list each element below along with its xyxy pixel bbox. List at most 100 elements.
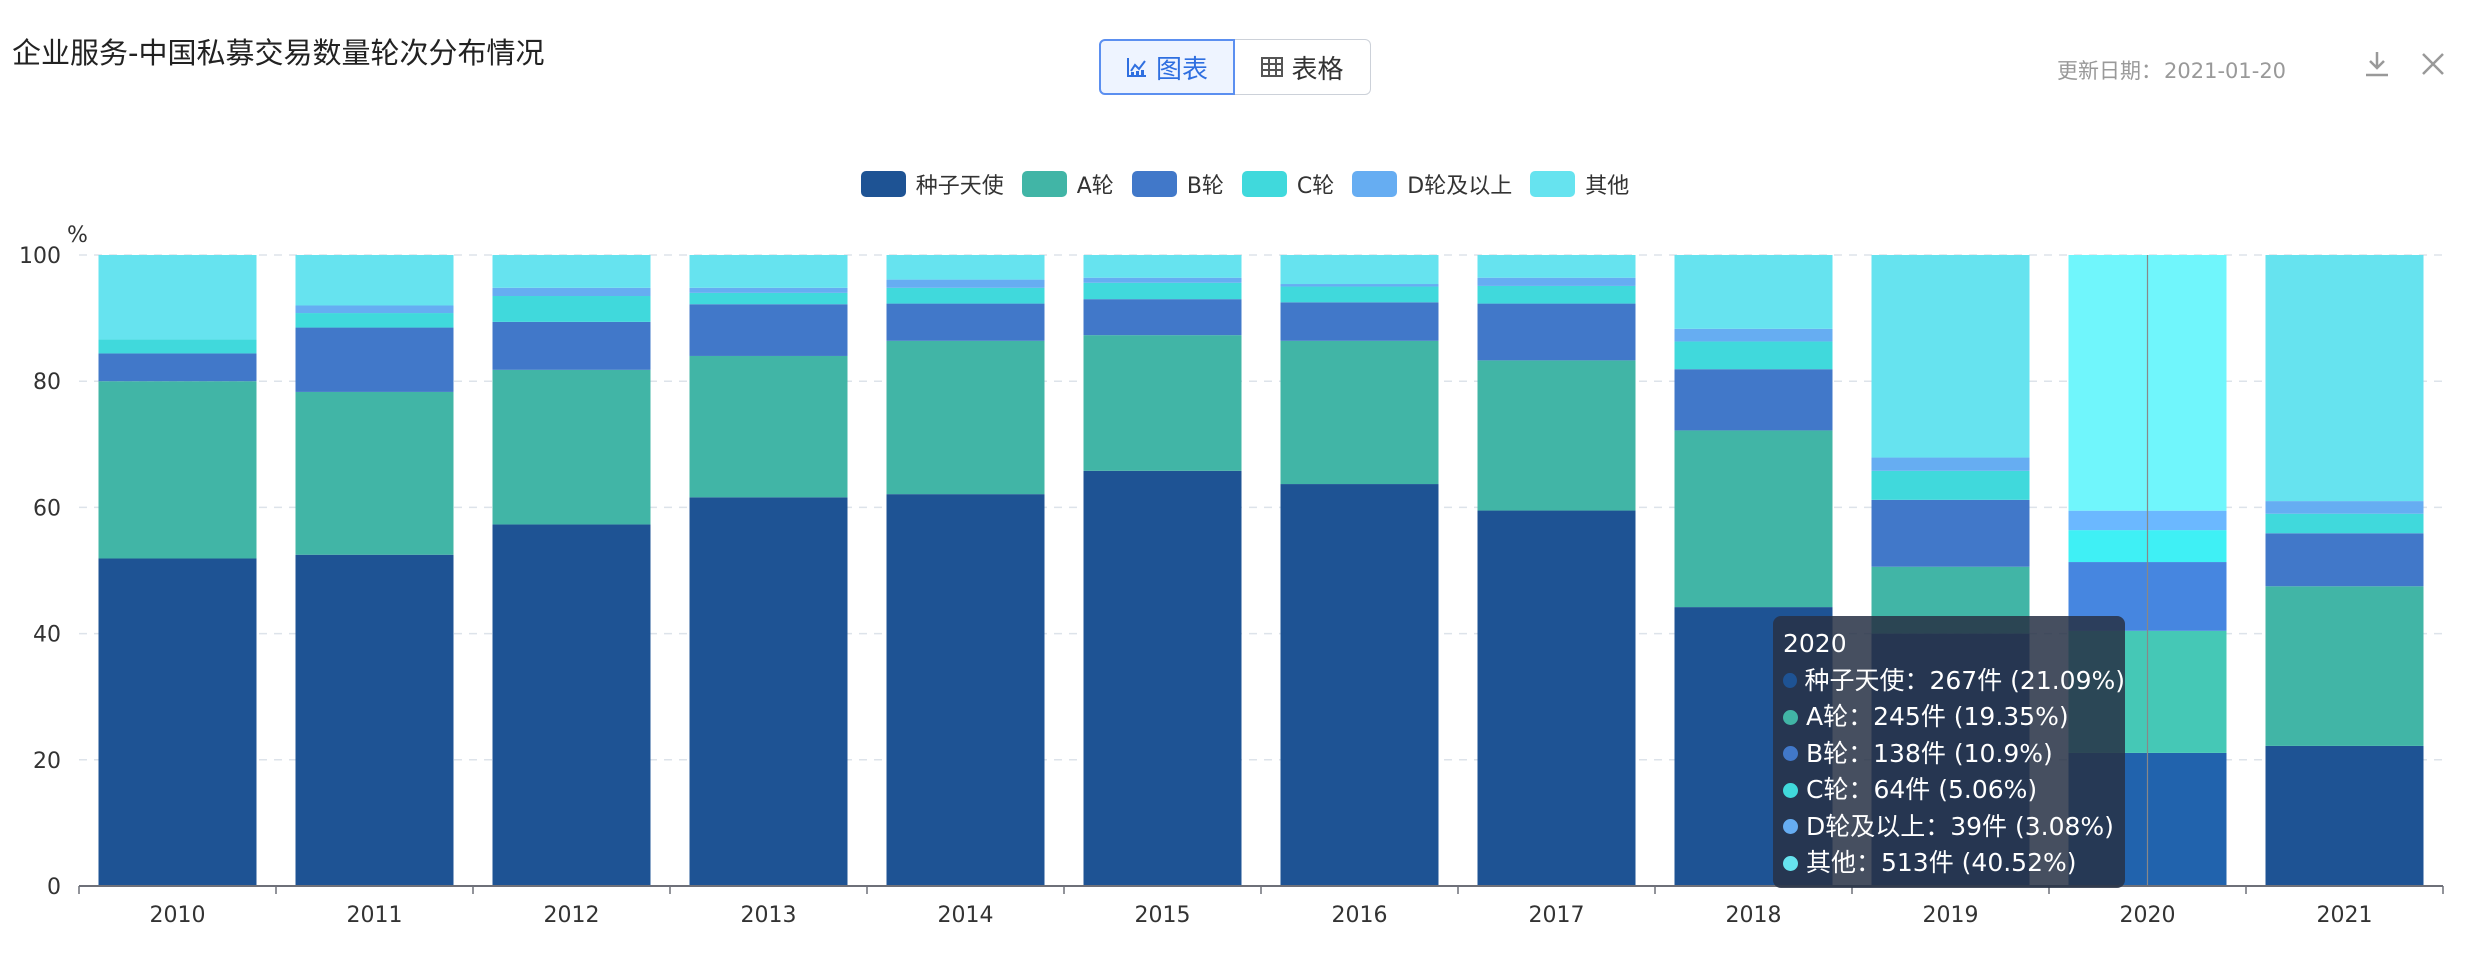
bar-segment [1871,499,2030,567]
bar-segment [295,554,454,886]
bar-segment [492,287,651,297]
legend-label: D轮及以上 [1407,174,1513,199]
update-date: 2021-01-20 [2164,59,2287,83]
x-tick-label: 2015 [1135,903,1191,928]
update-label: 更新日期： [2057,59,2162,83]
y-tick-label: 0 [47,875,61,900]
legend-item[interactable]: C轮 [1241,168,1334,200]
tooltip-dot [1783,709,1798,725]
legend-item[interactable]: 其他 [1530,168,1629,200]
bar-segment [492,296,651,322]
bar-segment [1280,284,1439,287]
x-tick-label: 2017 [1529,903,1585,928]
legend-label: B轮 [1186,174,1224,199]
bar-segment [1083,277,1242,283]
download-icon[interactable] [2361,48,2393,80]
bar-segment [492,321,651,370]
update-info: 更新日期：2021-01-20 [2057,55,2286,85]
tooltip-title: 2020 [1783,629,1847,658]
tooltip-dot [1783,673,1797,689]
tooltip-row: 种子天使：267件 (21.09%) [1783,663,2125,700]
tooltip-row: C轮：64件 (5.06%) [1783,772,2125,809]
bar-segment [2265,586,2424,746]
bar-segment [1083,299,1242,336]
legend-item[interactable]: D轮及以上 [1352,168,1512,200]
bar-segment [689,355,848,498]
chart-view-label: 图表 [1155,54,1208,85]
bar-segment [98,353,257,382]
bar-segment [1477,285,1636,304]
chart-tooltip: 2020 种子天使：267件 (21.09%) A轮：245件 (19.35%) B… [1773,616,2125,888]
legend-item[interactable]: 种子天使 [860,168,1004,200]
bar-segment [1083,282,1242,300]
x-tick-label: 2010 [150,903,206,928]
bar-segment [98,255,257,340]
bar-segment [1871,470,2030,500]
table-view-button[interactable]: 表格 [1235,39,1371,95]
bar-segment [886,340,1045,495]
bar-segment [1083,255,1242,278]
x-tick-label: 2018 [1726,903,1782,928]
bar-segment [1280,484,1439,886]
x-tick-label: 2020 [2120,903,2176,928]
tooltip-dot [1783,782,1798,798]
legend-swatch [1241,171,1287,197]
chart-icon [1126,58,1146,77]
bar-segment [98,339,257,354]
legend-item[interactable]: A轮 [1021,168,1114,200]
bar-segment [886,287,1045,304]
bar-segment [295,313,454,328]
bar-segment [2265,745,2424,886]
page-title: 企业服务-中国私募交易数量轮次分布情况 [12,36,545,70]
bar-segment [98,381,257,559]
bar-segment [295,255,454,306]
bar-segment [1477,510,1636,886]
tooltip-dot [1783,819,1798,835]
bar-segment [1280,255,1439,285]
bar-segment [1083,470,1242,886]
legend-item[interactable]: B轮 [1131,168,1224,200]
close-icon[interactable] [2417,48,2449,80]
x-tick-label: 2011 [347,903,403,928]
bar-segment [886,255,1045,280]
table-icon [1261,57,1284,77]
bar-segment [689,255,848,288]
bar-segment [98,558,257,886]
bar-segment [295,305,454,314]
y-tick-label: 20 [33,749,61,774]
bar-segment [1280,286,1439,303]
tooltip-row-label: 种子天使：267件 (21.09%) [1804,665,2126,695]
bar-segment [1477,360,1636,511]
x-tick-label: 2013 [741,903,797,928]
bar-segment [886,279,1045,288]
tooltip-dot [1783,855,1798,871]
bar-segment [2265,255,2424,502]
tooltip-row-label: B轮：138件 (10.9%) [1806,738,2053,768]
bar-segment [1083,335,1242,471]
legend-label: 其他 [1585,174,1630,199]
legend-swatch [860,171,906,197]
bar-segment [295,391,454,555]
x-tick-label: 2016 [1332,903,1388,928]
bar-segment [689,292,848,305]
chart-legend: 种子天使 A轮 B轮 C轮 D轮及以上 其他 [0,168,2480,200]
tooltip-row-label: C轮：64件 (5.06%) [1806,775,2038,804]
bar-segment [1477,255,1636,278]
bar-segment [1674,369,1833,431]
tooltip-row-label: D轮及以上：39件 (3.08%) [1806,811,2114,841]
bar-segment [1477,277,1636,286]
bar-segment [492,369,651,525]
bar-segment [1871,255,2030,458]
bar-segment [1674,328,1833,342]
tooltip-row-label: A轮：245件 (19.35%) [1806,702,2069,731]
x-tick-label: 2012 [544,903,600,928]
chart-view-button[interactable]: 图表 [1099,39,1235,95]
bar-segment [1871,457,2030,471]
bar-segment [689,497,848,886]
legend-label: A轮 [1076,174,1114,199]
x-tick-label: 2019 [1923,903,1979,928]
bar-segment [1477,303,1636,361]
bar-segment [1280,302,1439,341]
legend-swatch [1021,171,1067,197]
tooltip-row: B轮：138件 (10.9%) [1783,736,2125,773]
